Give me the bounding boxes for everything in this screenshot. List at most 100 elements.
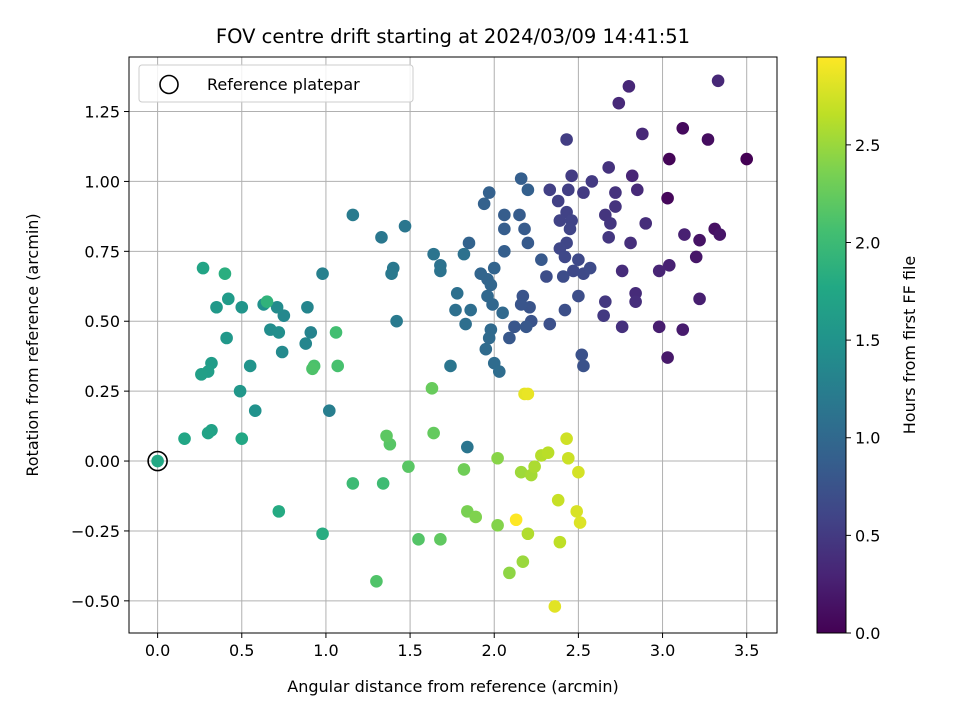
x-tick-label: 1.5 — [397, 641, 422, 660]
data-point — [535, 253, 548, 267]
data-point — [570, 505, 584, 518]
data-point — [599, 295, 612, 308]
data-point — [503, 331, 516, 345]
data-point — [624, 236, 637, 250]
x-tick-label: 3.0 — [650, 641, 675, 660]
data-point — [304, 326, 318, 339]
data-point — [609, 200, 622, 213]
data-point — [482, 186, 496, 199]
data-point — [622, 80, 636, 93]
data-point — [548, 600, 562, 613]
x-tick-label: 2.0 — [482, 641, 507, 660]
data-point — [577, 186, 590, 199]
data-point — [541, 446, 555, 459]
data-point — [561, 183, 575, 197]
y-tick-label: 1.25 — [84, 103, 120, 122]
data-point — [604, 217, 617, 230]
colorbar-tick-label: 0.0 — [855, 624, 880, 643]
data-point — [275, 345, 289, 359]
data-point — [390, 314, 403, 328]
data-point — [583, 261, 597, 275]
y-tick-label: −0.25 — [71, 522, 120, 541]
data-point — [521, 236, 535, 250]
data-point — [498, 222, 511, 236]
data-point — [425, 382, 439, 395]
data-point — [521, 183, 535, 197]
y-tick-label: 0.75 — [84, 242, 120, 261]
data-point — [195, 368, 208, 381]
data-point — [322, 404, 336, 418]
colorbar-ticks: 0.0 0.5 1.0 1.5 2.0 2.5 — [846, 136, 880, 643]
data-point — [514, 298, 528, 311]
data-point — [711, 74, 725, 88]
data-point — [462, 236, 476, 250]
data-point — [277, 309, 291, 322]
data-point — [196, 261, 210, 275]
data-point — [301, 300, 314, 314]
data-point — [482, 331, 496, 345]
data-point — [602, 161, 615, 174]
data-point — [558, 250, 572, 264]
data-point — [233, 384, 247, 398]
x-tick-label: 1.0 — [313, 641, 338, 660]
data-point — [558, 303, 572, 317]
legend-open-circle-icon — [159, 74, 179, 95]
data-point — [519, 320, 533, 334]
data-point — [487, 261, 501, 275]
data-point — [540, 270, 553, 283]
data-point — [260, 295, 274, 308]
data-point — [370, 574, 383, 588]
data-point — [331, 359, 345, 373]
data-point — [484, 278, 498, 292]
data-point — [434, 264, 447, 278]
y-tick-label: 0.50 — [84, 312, 120, 331]
y-tick-label: 1.00 — [84, 172, 120, 191]
y-axis-label: Rotation from reference (arcmin) — [23, 213, 42, 476]
data-point — [553, 214, 567, 227]
data-point — [376, 477, 390, 490]
data-point — [235, 300, 249, 314]
x-tick-label: 3.5 — [734, 641, 759, 660]
data-point — [402, 460, 415, 473]
data-point — [491, 451, 504, 465]
data-point — [521, 527, 535, 541]
data-point — [434, 533, 447, 546]
data-point — [689, 250, 703, 264]
data-point — [492, 365, 506, 378]
data-point — [201, 426, 215, 440]
data-point — [572, 465, 585, 479]
data-point — [543, 317, 557, 331]
data-point — [498, 245, 511, 258]
data-point — [218, 267, 232, 281]
data-point — [551, 493, 565, 507]
data-point — [491, 519, 504, 532]
data-point — [210, 300, 223, 314]
data-point — [346, 208, 360, 222]
legend: Reference platepar — [138, 64, 414, 103]
data-point — [398, 219, 412, 233]
x-tick-label: 0.0 — [145, 641, 170, 660]
y-axis-ticks: −0.50 −0.25 0.00 0.25 0.50 0.75 1.00 1.25 — [71, 103, 129, 611]
data-point — [474, 267, 488, 281]
reference-platepar-marker — [147, 450, 168, 472]
data-point — [661, 191, 674, 205]
data-point — [464, 303, 477, 317]
data-point — [556, 270, 570, 283]
data-point — [575, 348, 589, 362]
data-point — [693, 233, 706, 247]
data-point — [469, 510, 483, 524]
data-point — [514, 172, 528, 185]
data-point — [625, 169, 639, 183]
data-point — [563, 222, 577, 236]
data-point — [479, 342, 493, 356]
legend-frame — [138, 64, 414, 103]
data-point — [375, 231, 388, 244]
data-point — [243, 359, 257, 373]
colorbar-tick-label: 0.5 — [855, 526, 880, 545]
data-point — [481, 289, 494, 303]
data-point — [270, 300, 284, 314]
x-tick-label: 2.5 — [566, 641, 591, 660]
data-point — [306, 362, 319, 376]
